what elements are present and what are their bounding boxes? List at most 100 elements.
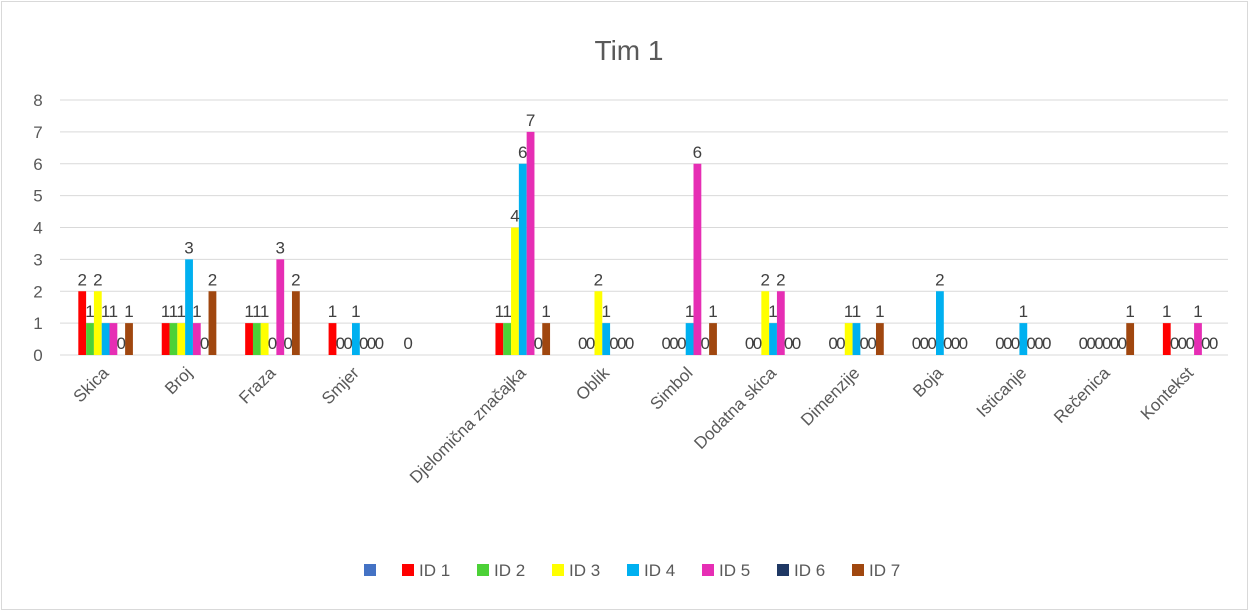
legend-label: ID 5 (719, 561, 750, 580)
data-label: 0 (336, 334, 345, 353)
data-label: 1 (768, 302, 777, 321)
data-label: 2 (594, 270, 603, 289)
data-label: 1 (1162, 302, 1171, 321)
data-label: 0 (784, 334, 793, 353)
data-label: 1 (260, 302, 269, 321)
category-label: Broj (161, 363, 196, 398)
bar (769, 323, 777, 355)
data-label: 1 (844, 302, 853, 321)
bar (78, 291, 87, 355)
legend-swatch (777, 564, 789, 576)
bar (352, 323, 360, 355)
data-label: 1 (101, 302, 110, 321)
data-label: 1 (124, 302, 133, 321)
data-label: 0 (359, 334, 368, 353)
y-tick-label: 8 (33, 91, 42, 110)
data-label: 0 (959, 334, 968, 353)
data-label: 1 (502, 302, 511, 321)
legend-label: ID 2 (494, 561, 525, 580)
data-label: 0 (1118, 334, 1127, 353)
legend-swatch (702, 564, 714, 576)
data-label: 0 (1201, 334, 1210, 353)
data-label: 0 (951, 334, 960, 353)
data-label: 1 (85, 302, 94, 321)
category-label: Djelomična značajka (406, 363, 530, 487)
data-label: 2 (93, 270, 102, 289)
bar (276, 259, 285, 355)
bar (852, 323, 861, 355)
category-label: Dodatna skica (690, 363, 780, 453)
data-label: 0 (753, 334, 762, 353)
legend-label: ID 1 (419, 561, 450, 580)
data-label: 0 (792, 334, 801, 353)
category-label: Boja (909, 363, 947, 401)
data-label: 0 (700, 334, 709, 353)
y-tick-label: 6 (33, 155, 42, 174)
bar (693, 163, 702, 355)
data-label: 6 (518, 143, 527, 162)
data-label: 1 (852, 302, 861, 321)
data-label: 0 (1011, 334, 1020, 353)
legend-label: ID 3 (569, 561, 600, 580)
data-label: 2 (935, 270, 944, 289)
data-label: 2 (291, 270, 300, 289)
data-label: 0 (860, 334, 869, 353)
category-label: Isticanje (973, 363, 1031, 421)
bar (185, 259, 193, 355)
data-label: 1 (328, 302, 337, 321)
data-label: 1 (685, 302, 694, 321)
data-label: 0 (1079, 334, 1088, 353)
data-label: 0 (268, 334, 277, 353)
data-label: 0 (828, 334, 837, 353)
bar (526, 131, 535, 355)
data-label: 0 (669, 334, 678, 353)
data-label: 1 (601, 302, 610, 321)
data-label: 4 (510, 207, 519, 226)
bar (125, 323, 133, 355)
data-label: 0 (1178, 334, 1187, 353)
bar (86, 323, 94, 355)
legend-swatch (364, 564, 376, 576)
legend: ID 1 ID 2 ID 3 ID 4 ID 5 ID 6 ID 7 (364, 561, 900, 580)
bar (192, 323, 201, 355)
y-tick-label: 7 (33, 123, 42, 142)
data-label: 0 (116, 334, 125, 353)
bar (328, 323, 337, 355)
data-label: 0 (1026, 334, 1035, 353)
data-label: 1 (875, 302, 884, 321)
data-label: 0 (912, 334, 921, 353)
data-label: 0 (1034, 334, 1043, 353)
data-label: 1 (1125, 302, 1134, 321)
bar (844, 323, 853, 355)
data-label: 2 (776, 270, 785, 289)
bar (503, 323, 512, 355)
data-label: 2 (208, 270, 217, 289)
category-label: Smjer (318, 363, 363, 408)
bar (245, 323, 253, 355)
bar (101, 323, 110, 355)
bar (602, 323, 611, 355)
data-label: 0 (920, 334, 929, 353)
bar (93, 291, 102, 355)
bar (518, 163, 527, 355)
category-label: Kontekst (1137, 363, 1197, 423)
y-tick-label: 3 (33, 250, 42, 269)
category-label: Simbol (646, 363, 696, 413)
data-label: 1 (161, 302, 170, 321)
data-label: 0 (1102, 334, 1111, 353)
data-label: 0 (375, 334, 384, 353)
bar (169, 323, 178, 355)
data-label: 0 (534, 334, 543, 353)
bar (161, 323, 170, 355)
bar (1019, 323, 1028, 355)
data-label: 3 (184, 238, 193, 257)
data-label: 0 (927, 334, 936, 353)
bar (260, 323, 269, 355)
data-label: 0 (609, 334, 618, 353)
bar (761, 291, 770, 355)
data-label: 0 (1094, 334, 1103, 353)
data-label: 0 (661, 334, 670, 353)
